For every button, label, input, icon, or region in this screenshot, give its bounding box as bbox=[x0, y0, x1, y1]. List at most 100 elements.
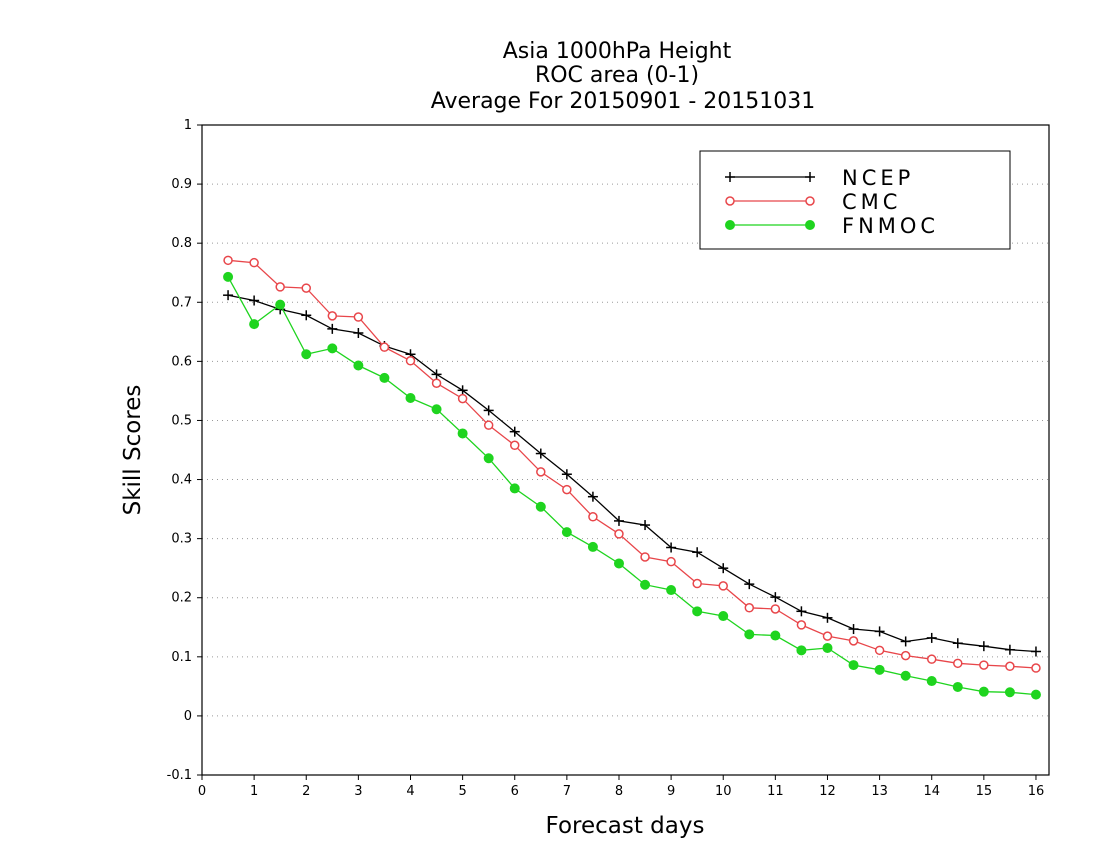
axis-ticks: -0.100.10.20.30.40.50.60.70.80.910 1 2 3 4 5 6… bbox=[167, 118, 1045, 799]
data-point-cmc bbox=[953, 658, 963, 669]
x-tick-label: 7 bbox=[563, 784, 571, 799]
data-point-cmc bbox=[692, 578, 702, 589]
data-point-fnmoc bbox=[718, 611, 729, 622]
data-point-cmc bbox=[1031, 663, 1041, 673]
x-tick-label: 9 bbox=[667, 784, 675, 799]
y-tick-label: -0.1 bbox=[167, 768, 192, 783]
data-point-cmc bbox=[666, 556, 676, 567]
data-point-cmc bbox=[223, 255, 233, 266]
legend-item-cmc: CMC bbox=[725, 190, 897, 214]
x-tick-label: 8 bbox=[615, 784, 623, 799]
data-point-ncep bbox=[666, 542, 677, 553]
data-point-ncep bbox=[692, 547, 703, 558]
series-ncep bbox=[223, 290, 1041, 657]
y-tick-label: 0.1 bbox=[171, 650, 192, 665]
x-tick-label: 11 bbox=[767, 784, 784, 799]
data-point-ncep bbox=[613, 515, 624, 526]
data-point-cmc bbox=[249, 257, 259, 268]
data-point-cmc bbox=[822, 631, 833, 641]
x-tick-label: 10 bbox=[715, 784, 732, 799]
data-point-ncep bbox=[1004, 644, 1015, 655]
legend-marker-cmc bbox=[725, 196, 735, 206]
data-point-ncep bbox=[587, 491, 598, 502]
data-point-ncep bbox=[744, 579, 755, 590]
data-point-ncep bbox=[301, 310, 312, 321]
data-point-ncep bbox=[770, 592, 781, 603]
data-point-cmc bbox=[900, 650, 911, 661]
data-point-fnmoc bbox=[744, 629, 755, 640]
data-point-cmc bbox=[588, 512, 598, 522]
data-point-fnmoc bbox=[613, 558, 624, 569]
plot-frame bbox=[201, 124, 1050, 776]
x-tick-label: 1 bbox=[250, 784, 258, 799]
data-point-cmc bbox=[379, 342, 390, 352]
data-point-ncep bbox=[978, 641, 989, 652]
data-point-ncep bbox=[952, 638, 963, 649]
legend-item-ncep: NCEP bbox=[725, 166, 914, 190]
series-line-cmc bbox=[228, 259, 1037, 669]
data-point-cmc bbox=[1005, 661, 1015, 672]
data-point-fnmoc bbox=[978, 686, 989, 697]
y-tick-label: 0.6 bbox=[171, 354, 192, 369]
data-point-ncep bbox=[822, 612, 833, 623]
data-point-ncep bbox=[874, 626, 885, 637]
data-point-cmc bbox=[926, 654, 937, 664]
legend-box bbox=[699, 150, 1011, 250]
data-point-cmc bbox=[770, 604, 781, 614]
y-tick-label: 0.8 bbox=[171, 236, 192, 251]
data-point-cmc bbox=[509, 440, 520, 451]
data-point-ncep bbox=[640, 520, 651, 531]
data-point-fnmoc bbox=[587, 541, 598, 552]
x-tick-label: 13 bbox=[871, 784, 888, 799]
data-point-ncep bbox=[457, 385, 468, 396]
y-tick-label: 1 bbox=[184, 118, 192, 133]
data-point-cmc bbox=[457, 393, 468, 404]
data-point-fnmoc bbox=[275, 299, 286, 310]
x-tick-label: 6 bbox=[511, 784, 519, 799]
data-point-fnmoc bbox=[223, 271, 234, 282]
data-point-ncep bbox=[509, 426, 520, 437]
series-layer bbox=[223, 255, 1041, 700]
legend-label-fnmoc: FNMOC bbox=[842, 214, 939, 238]
x-tick-label: 16 bbox=[1028, 784, 1045, 799]
data-point-cmc bbox=[874, 645, 885, 656]
data-point-ncep bbox=[431, 369, 442, 380]
chart-title-line-3: Average For 20150901 - 20151031 bbox=[431, 89, 816, 114]
y-tick-label: 0.5 bbox=[171, 413, 192, 428]
x-tick-label: 3 bbox=[354, 784, 362, 799]
data-point-fnmoc bbox=[796, 645, 807, 656]
chart-title-line-2: ROC area (0-1) bbox=[535, 63, 699, 88]
data-point-ncep bbox=[483, 405, 494, 416]
data-point-fnmoc bbox=[457, 428, 468, 439]
data-point-fnmoc bbox=[327, 343, 338, 354]
data-point-cmc bbox=[483, 420, 494, 430]
data-point-fnmoc bbox=[952, 681, 963, 692]
data-point-cmc bbox=[848, 636, 859, 646]
y-axis-label: Skill Scores bbox=[120, 385, 146, 516]
data-point-fnmoc bbox=[431, 404, 442, 415]
data-point-ncep bbox=[327, 323, 338, 334]
x-tick-label: 14 bbox=[923, 784, 940, 799]
data-point-cmc bbox=[301, 283, 311, 293]
data-point-cmc bbox=[562, 484, 572, 495]
data-point-ncep bbox=[561, 469, 572, 480]
data-point-fnmoc bbox=[1030, 689, 1041, 700]
x-axis-label: Forecast days bbox=[546, 813, 705, 839]
series-line-ncep bbox=[227, 294, 1037, 653]
data-point-fnmoc bbox=[379, 372, 390, 383]
data-point-fnmoc bbox=[692, 606, 703, 617]
data-point-cmc bbox=[744, 603, 755, 613]
data-point-fnmoc bbox=[666, 585, 677, 596]
y-tick-label: 0.4 bbox=[171, 473, 192, 488]
legend-marker-fnmoc bbox=[805, 220, 815, 230]
legend-label-ncep: NCEP bbox=[842, 166, 914, 190]
y-tick-label: 0.2 bbox=[171, 591, 192, 606]
data-point-fnmoc bbox=[561, 527, 572, 538]
data-point-cmc bbox=[796, 620, 807, 630]
data-point-ncep bbox=[353, 328, 364, 338]
data-point-cmc bbox=[640, 552, 650, 562]
x-tick-label: 2 bbox=[302, 784, 310, 799]
legend-marker-ncep bbox=[805, 172, 815, 182]
